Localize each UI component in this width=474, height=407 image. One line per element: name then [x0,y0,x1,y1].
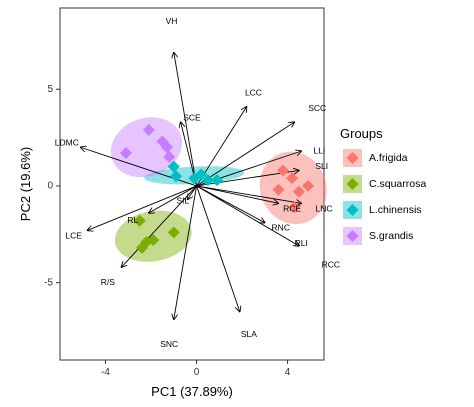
point-a-frigida [302,179,315,192]
label-ldmc: LDMC [55,138,79,148]
point-s-grandis [163,150,176,163]
arrow-rl [149,185,197,213]
point-s-grandis [142,123,155,136]
label-vh: VH [166,16,178,26]
arrow-snc [174,185,197,319]
legend-label-s-grandis: S.grandis [369,230,413,242]
label-rce: RCE [283,203,301,213]
arrow-vh [174,52,197,187]
data-points [120,123,315,254]
point-a-frigida [272,183,285,196]
arrow-rli [196,185,299,246]
arrow-lce [87,185,197,230]
arrow-rce [196,185,279,203]
arrow-lnc [196,185,302,203]
y-tick-label: 0 [47,181,53,192]
point-c-squarrosa [167,226,180,239]
x-axis-title: PC1 (37.89%) [151,384,233,399]
legend: Groups A.frigida C.squarrosa L.chinensis S.… [340,126,426,245]
arrow-sla [196,185,240,312]
legend-marker-c-squarrosa [346,178,359,190]
arrow-rnc [196,185,265,223]
point-a-frigida [286,172,299,185]
label-snc: SNC [160,339,178,349]
label-lli: LLI [314,145,326,155]
y-tick-label: -5 [44,277,53,288]
point-l-chinensis [201,174,214,187]
legend-marker-s-grandis [346,230,359,242]
point-c-squarrosa [147,234,160,247]
ellipse-s-grandis [110,117,183,178]
label-rnc: RNC [272,223,290,233]
legend-marker-l-chinensis [346,204,359,216]
x-axis-ticks: -4 0 4 [101,360,291,378]
x-tick-label: -4 [101,367,110,378]
label-scc: SCC [308,103,326,113]
label-rl: RL [127,215,138,225]
x-tick-label: 4 [285,367,291,378]
point-s-grandis [160,141,173,154]
legend-title: Groups [340,126,383,141]
arrow-r-s [121,185,197,267]
point-s-grandis [120,147,132,160]
label-rli: RLI [295,238,308,248]
label-sil: SIL [177,196,190,206]
loading-labels: VH LCC SCC SCE LDMC LLI SLI LNC RCE RNC RLI RCC SIL R… [55,16,340,349]
label-lnc: LNC [315,203,332,213]
label-lcc: LCC [245,87,262,97]
point-l-chinensis [170,170,183,183]
legend-label-c-squarrosa: C.squarrosa [369,178,426,190]
y-tick-label: 5 [47,84,53,95]
arrow-scc [196,122,295,187]
label-sce: SCE [183,112,201,122]
label-sla: SLA [241,329,257,339]
x-tick-label: 0 [194,367,200,378]
label-rcc: RCC [322,259,340,269]
y-axis-ticks: -5 0 5 [44,84,60,288]
point-l-chinensis [167,160,180,173]
point-l-chinensis [195,168,208,181]
point-a-frigida [292,185,305,198]
point-l-chinensis [211,174,224,187]
point-c-squarrosa [133,214,146,227]
loading-arrows [80,52,301,319]
label-sli: SLI [315,161,328,171]
legend-marker-a-frigida [346,152,359,164]
label-r-s: R/S [101,277,116,287]
y-axis-title: PC2 (19.6%) [18,147,33,221]
point-a-frigida [288,201,301,214]
label-lce: LCE [65,230,82,240]
legend-label-l-chinensis: L.chinensis [369,204,422,216]
point-a-frigida [277,164,290,177]
legend-label-a-frigida: A.frigida [369,152,408,164]
ellipse-a-frigida [259,151,327,225]
